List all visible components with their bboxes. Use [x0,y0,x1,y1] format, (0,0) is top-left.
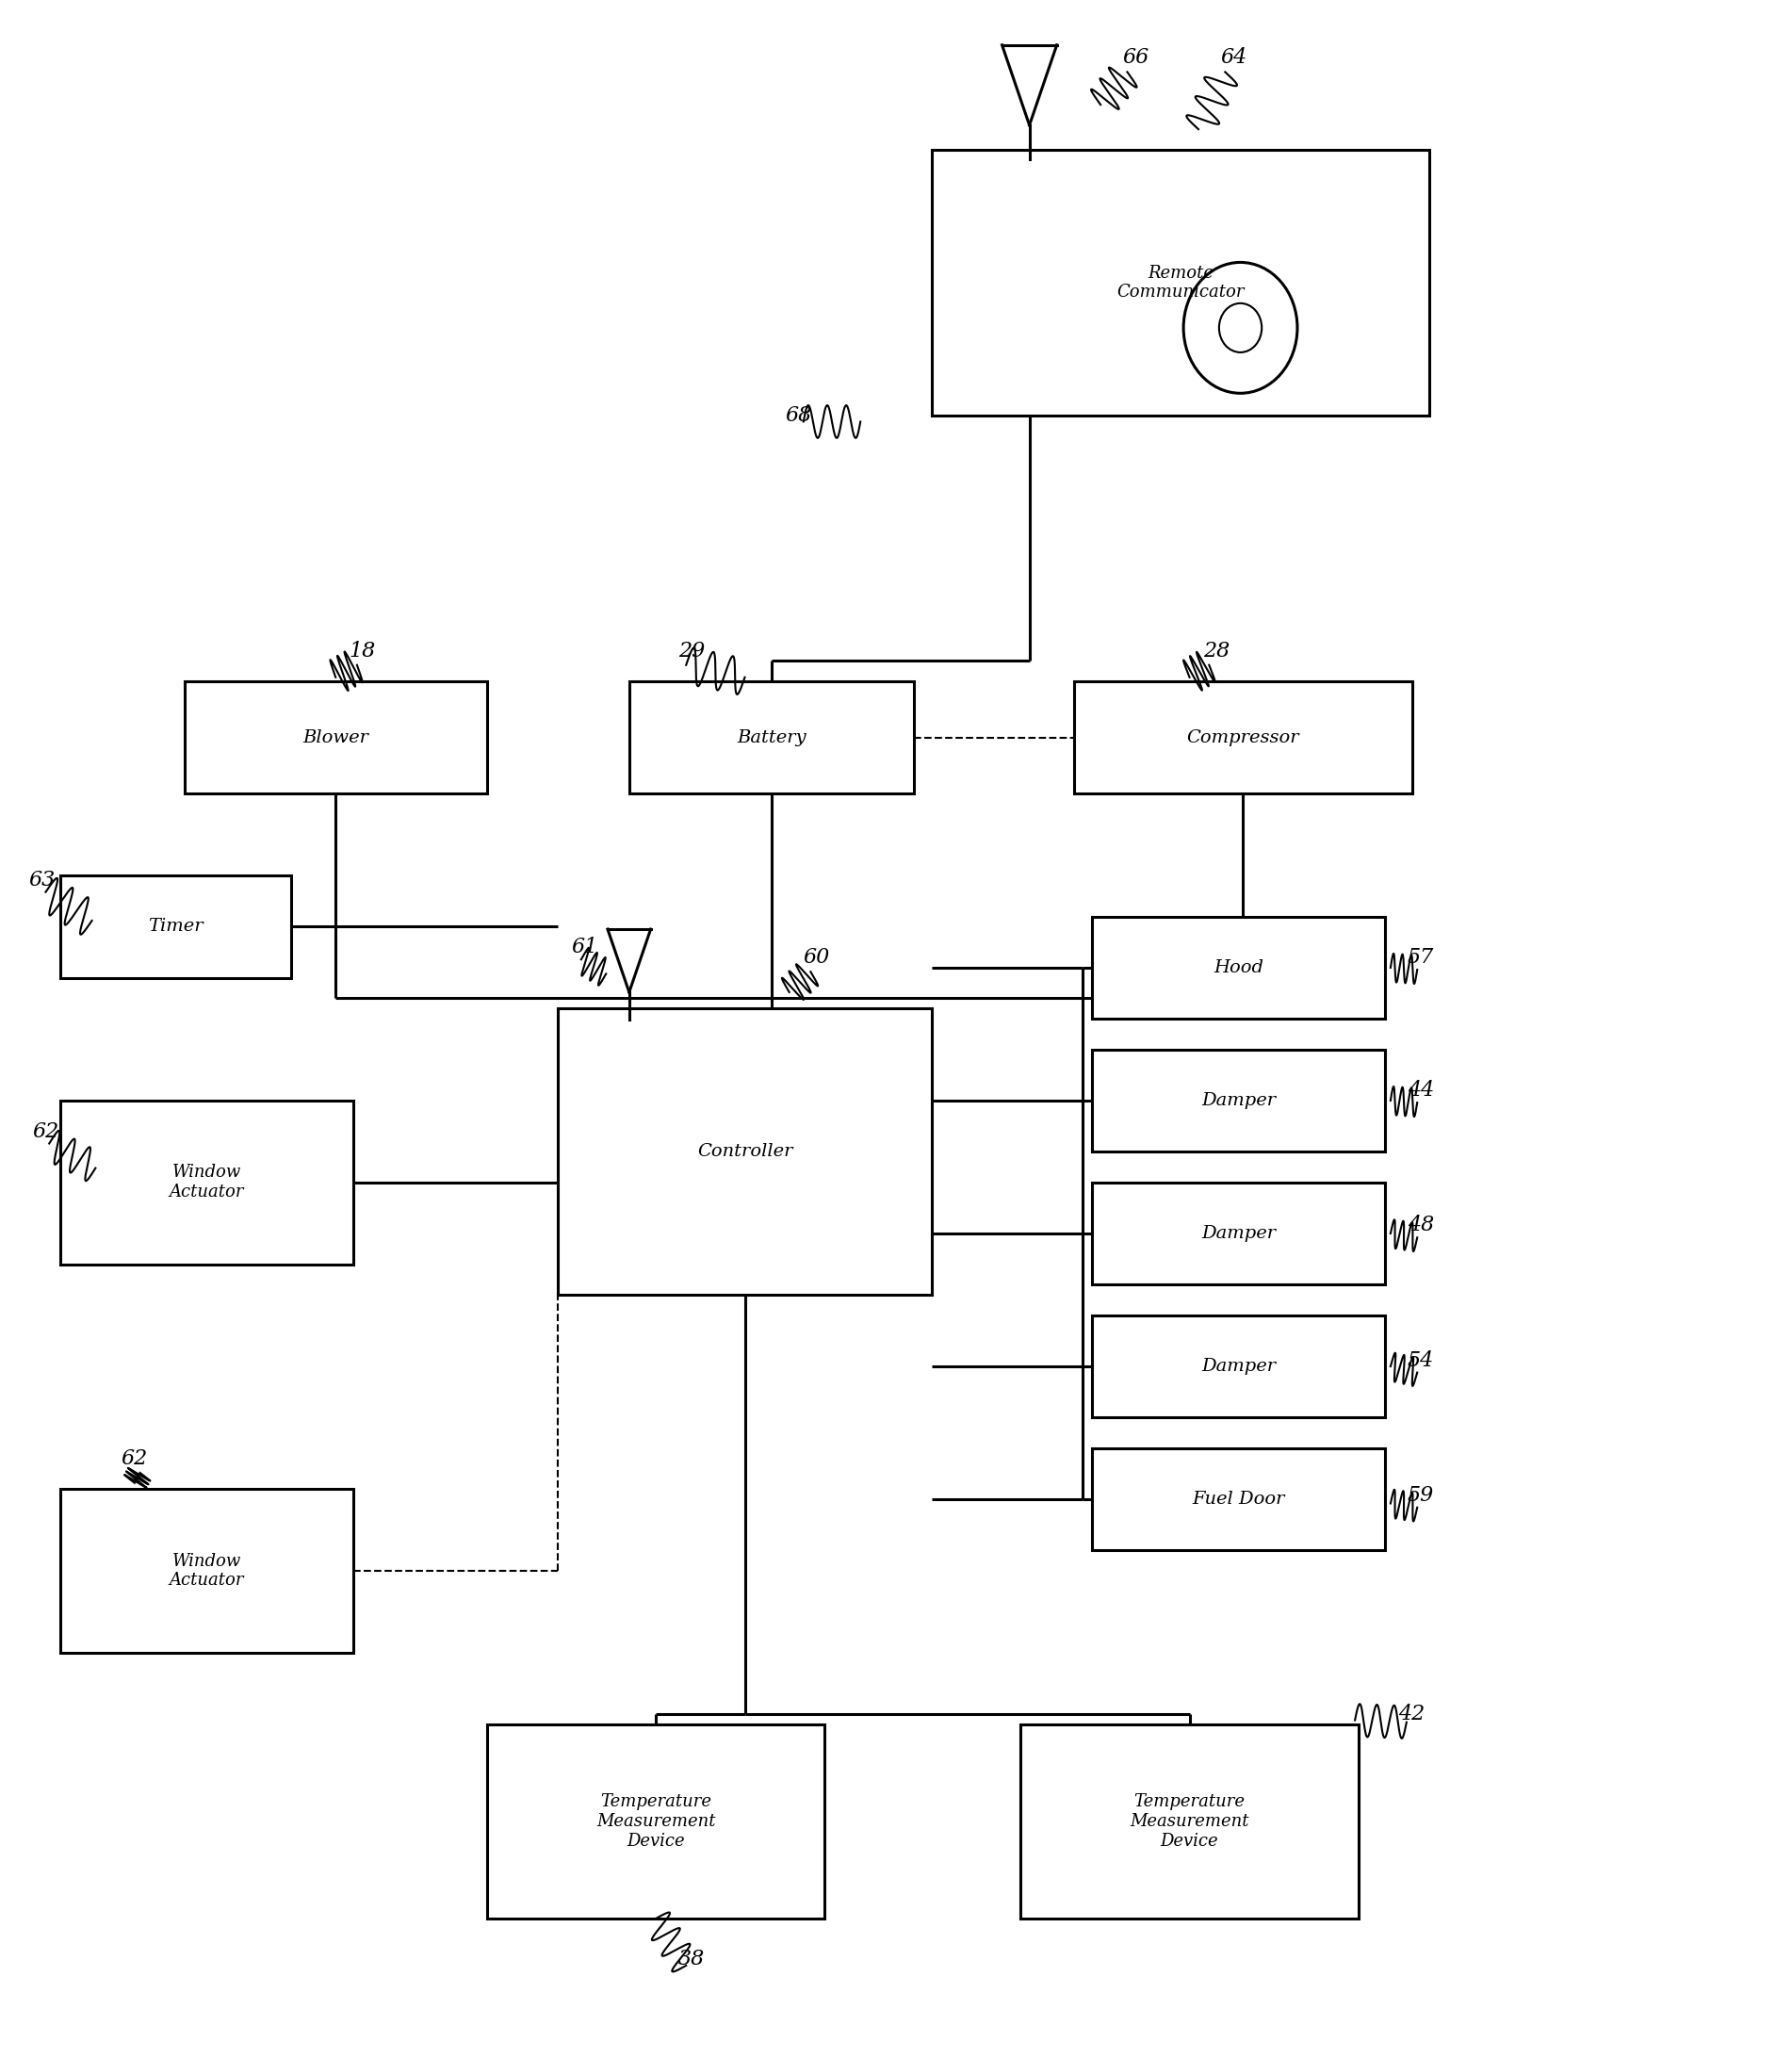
Text: Window
Actuator: Window Actuator [168,1165,244,1200]
Text: 44: 44 [1407,1080,1434,1101]
Text: 60: 60 [803,947,830,967]
Text: Damper: Damper [1201,1093,1276,1109]
Text: 62: 62 [122,1449,149,1469]
Text: 48: 48 [1407,1214,1434,1235]
Text: 29: 29 [677,640,704,661]
Text: 18: 18 [349,640,376,661]
Text: Hood: Hood [1213,959,1263,975]
Text: 61: 61 [572,936,599,957]
Bar [1091,1449,1385,1550]
Bar [1091,916,1385,1019]
Text: 63: 63 [29,868,56,891]
Bar [1091,1050,1385,1152]
Text: Fuel Door: Fuel Door [1192,1490,1285,1509]
Text: Compressor: Compressor [1186,729,1299,747]
Bar [629,681,914,794]
Bar [185,681,487,794]
Text: 64: 64 [1220,47,1247,68]
Text: Blower: Blower [303,729,369,747]
Text: Damper: Damper [1201,1358,1276,1375]
Text: Temperature
Measurement
Device: Temperature Measurement Device [1131,1793,1249,1850]
Text: Battery: Battery [737,729,806,747]
Text: 57: 57 [1407,947,1434,967]
Bar [59,1101,353,1264]
Bar [1091,1183,1385,1284]
Text: 54: 54 [1407,1350,1434,1371]
Bar [1020,1725,1358,1918]
Text: 62: 62 [32,1122,59,1142]
Text: Timer: Timer [149,918,202,934]
Bar [1073,681,1412,794]
Bar [932,150,1430,416]
Text: Remote
Communicator: Remote Communicator [1116,263,1244,300]
Bar [1091,1315,1385,1418]
Bar [487,1725,824,1918]
Text: 59: 59 [1407,1486,1434,1506]
Bar [557,1008,932,1294]
Text: 42: 42 [1398,1704,1425,1725]
Text: 28: 28 [1202,640,1229,661]
Bar [59,875,290,978]
Text: Controller: Controller [697,1142,792,1161]
Text: 66: 66 [1124,47,1149,68]
Text: Temperature
Measurement
Device: Temperature Measurement Device [597,1793,715,1850]
Text: 68: 68 [785,405,812,426]
Text: Window
Actuator: Window Actuator [168,1552,244,1589]
Bar [59,1490,353,1653]
Text: Damper: Damper [1201,1225,1276,1241]
Text: 38: 38 [677,1949,704,1970]
